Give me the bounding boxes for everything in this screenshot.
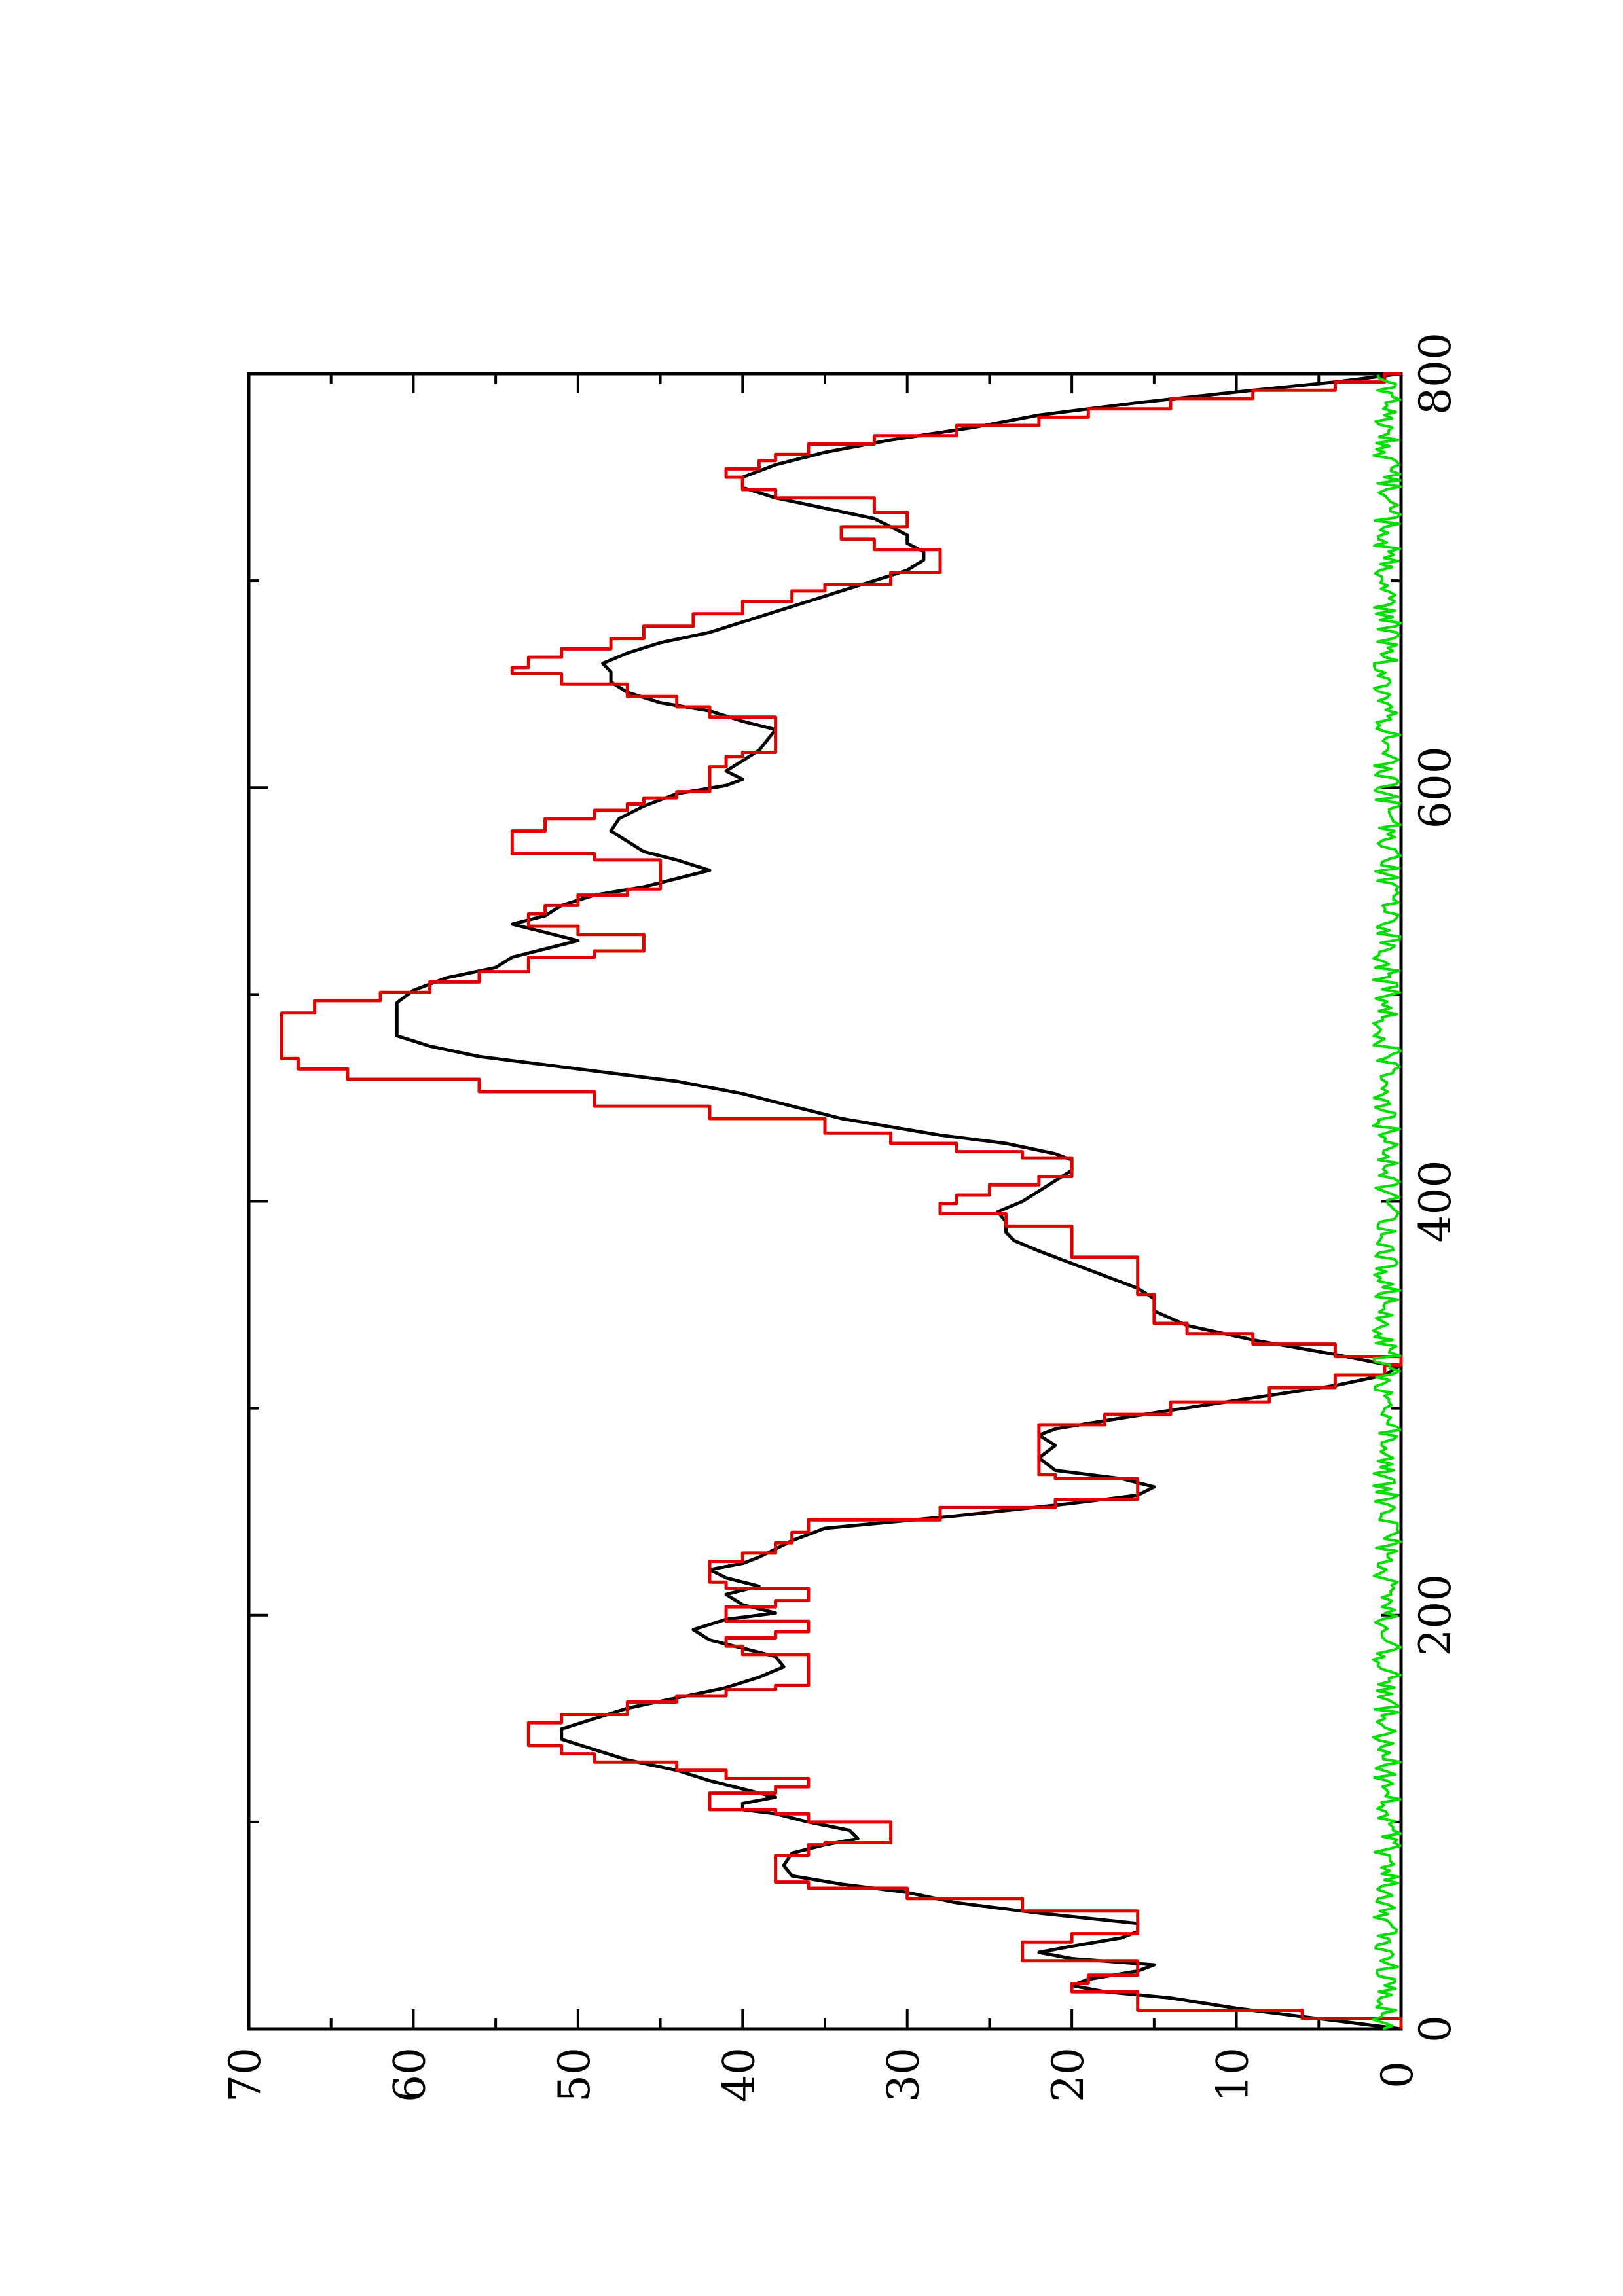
x-tick-label: 0 (1410, 2015, 1461, 2043)
plot-frame (247, 372, 1403, 2031)
series-line-2 (280, 372, 1403, 2029)
y-tick-label: 10 (1208, 2047, 1258, 2102)
y-tick-label: 30 (879, 2047, 929, 2102)
x-tick-label: 400 (1410, 1160, 1461, 1243)
axis-ticks (247, 372, 1402, 2030)
y-tick-label: 70 (220, 2047, 270, 2102)
y-tick-label: 40 (714, 2047, 764, 2102)
y-tick-label: 50 (549, 2047, 600, 2102)
y-tick-label: 60 (384, 2047, 435, 2102)
y-tick-label: 0 (1372, 2061, 1423, 2089)
axis-tick-labels: 0 200 400 600 800 0 10 20 30 40 50 60 70 (220, 332, 1461, 2102)
y-tick-label: 20 (1043, 2047, 1093, 2102)
series-line-3 (1372, 374, 1402, 2030)
series-line-1 (395, 372, 1402, 2031)
series-layer (280, 372, 1403, 2031)
x-tick-label: 200 (1410, 1574, 1461, 1657)
x-tick-label: 800 (1410, 332, 1461, 415)
x-tick-label: 600 (1410, 746, 1461, 829)
